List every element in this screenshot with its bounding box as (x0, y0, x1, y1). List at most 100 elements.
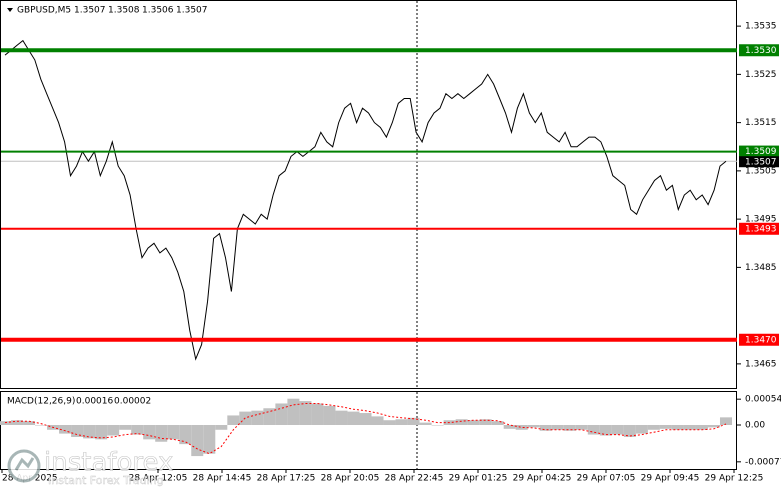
macd-bar (0, 421, 12, 425)
y-tick-label: -0.00077 (745, 457, 781, 467)
time-label: 28 Apr 22:45 (385, 474, 444, 484)
watermark-brand: instaforex (44, 448, 173, 478)
macd-bar (323, 405, 336, 425)
macd-bar (647, 425, 660, 430)
macd-bar (479, 419, 492, 425)
macd-bar (539, 425, 552, 431)
macd-bar (251, 410, 264, 425)
macd-bar (179, 425, 192, 445)
macd-bar (23, 421, 36, 425)
time-label: 29 Apr 01:25 (449, 474, 508, 484)
y-tick-label: 1.3485 (745, 263, 777, 273)
level-label: 1.3530 (745, 46, 777, 56)
level-tag (739, 145, 779, 158)
y-tick-label: 1.3515 (745, 118, 777, 128)
level-tag (739, 44, 779, 57)
macd-bar (11, 420, 24, 425)
macd-bar (227, 415, 240, 425)
y-tick-label: 1.3535 (745, 22, 777, 32)
time-label: 28 Apr 20:05 (321, 474, 380, 484)
time-label: 28 Apr 12:05 (129, 474, 188, 484)
macd-bar (131, 425, 144, 435)
macd-bar (623, 425, 636, 437)
y-tick-label: 1.3495 (745, 215, 777, 225)
macd-bar (491, 421, 504, 425)
time-label: 29 Apr 04:25 (513, 474, 572, 484)
macd-bar (707, 425, 720, 428)
macd-bar (59, 425, 72, 434)
macd-bar (263, 408, 276, 425)
macd-bar (671, 425, 684, 430)
macd-title: MACD(12,26,9) (7, 397, 75, 407)
macd-bar (383, 420, 396, 425)
collapse-arrow[interactable] (7, 8, 13, 12)
symbol: GBPUSD,M5 (17, 6, 71, 16)
macd-bar (371, 416, 384, 425)
macd-bar (359, 413, 372, 425)
macd-bar (527, 425, 540, 428)
ohlc-value: 1.3507 (176, 6, 208, 16)
y-tick-label: 1.3505 (745, 166, 777, 176)
macd-bar (191, 425, 204, 457)
macd-reading: 0.00016 (76, 397, 113, 407)
main-panel (0, 0, 737, 389)
signal-line (4, 403, 727, 455)
macd-bar (395, 419, 408, 425)
macd-bar (419, 422, 432, 425)
current-tag (739, 156, 779, 168)
macd-bar (575, 425, 588, 430)
time-label: 28 Apr 17:25 (257, 474, 316, 484)
y-tick-label: 1.3465 (745, 359, 777, 369)
y-tick-label: 0.00 (745, 421, 765, 431)
macd-bar (311, 403, 324, 425)
time-label: 29 Apr 12:25 (705, 474, 764, 484)
time-label: 28 Apr 14:45 (193, 474, 252, 484)
macd-bar (143, 425, 156, 440)
y-tick-label: 0.00054 (745, 395, 781, 405)
macd-bar (503, 425, 516, 429)
level-label: 1.3493 (745, 224, 777, 234)
ohlc-value: 1.3508 (108, 6, 140, 16)
macd-bar (467, 420, 480, 425)
macd-bar (719, 417, 733, 425)
level-tag (739, 333, 779, 346)
macd-bar (203, 425, 216, 454)
macd-bar (275, 403, 288, 425)
level-label: 1.3509 (745, 147, 777, 157)
macd-bar (95, 425, 108, 440)
macd-bar (587, 425, 600, 435)
level-tag (739, 222, 779, 235)
macd-bar (71, 425, 84, 437)
y-tick-label: 1.3525 (745, 70, 777, 80)
macd-bar (215, 425, 228, 430)
macd-bar (335, 410, 348, 425)
macd-bar (431, 425, 444, 426)
macd-bar (83, 425, 96, 439)
macd-bar (107, 425, 120, 436)
watermark: instaforex Instant Forex Trading (7, 447, 174, 487)
macd-bar (611, 425, 624, 435)
macd-bar (119, 425, 132, 430)
macd-bar (155, 425, 168, 442)
macd-bar (683, 425, 696, 430)
macd-bar (515, 425, 528, 430)
current-label: 1.3507 (745, 158, 777, 168)
macd-bar (659, 425, 672, 429)
level-label: 1.3470 (745, 335, 777, 345)
macd-bar (347, 411, 360, 425)
watermark-tagline: Instant Forex Trading (48, 474, 164, 487)
macd-bar (167, 425, 180, 440)
time-label: 29 Apr 09:45 (641, 474, 700, 484)
macd-bar (407, 417, 420, 425)
macd-bar (551, 425, 564, 430)
ohlc-value: 1.3506 (142, 6, 174, 16)
macd-bar (563, 425, 576, 431)
macd-bar (635, 425, 648, 434)
macd-bar (299, 401, 312, 425)
ohlc-value: 1.3507 (74, 6, 106, 16)
macd-bar (599, 425, 612, 436)
price-line (4, 39, 727, 361)
time-label: 29 Apr 07:05 (577, 474, 636, 484)
